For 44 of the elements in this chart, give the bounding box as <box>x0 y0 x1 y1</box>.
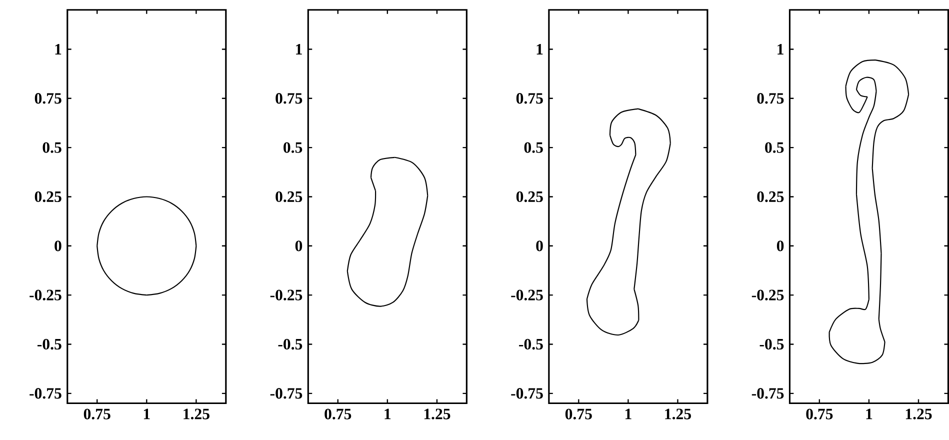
y-tick-label: 0.5 <box>524 142 543 153</box>
y-tick-label: 0.75 <box>34 93 62 104</box>
x-tick-label: 1 <box>144 408 150 420</box>
y-tick-label: -0.75 <box>30 388 62 399</box>
y-tick-label: -0.75 <box>511 388 543 399</box>
y-tick-label: 0.25 <box>276 191 302 202</box>
x-tick-label: 0.75 <box>84 408 110 420</box>
x-tick-label: 1.25 <box>184 408 210 420</box>
y-tick-label: -0.5 <box>519 338 543 350</box>
x-tick-label: 1 <box>866 408 872 420</box>
y-tick-label: 0.75 <box>516 93 543 104</box>
x-tick-label: 1.25 <box>906 408 932 420</box>
y-tick-label: -0.25 <box>752 290 784 300</box>
x-tick-label: 0.75 <box>324 408 352 420</box>
x-tick-label: 1 <box>384 408 391 420</box>
y-tick-label: 1 <box>296 44 302 54</box>
y-tick-label: -0.25 <box>270 290 302 300</box>
y-tick-label: 0.25 <box>757 191 784 202</box>
y-tick-label: 0.75 <box>757 93 784 104</box>
y-tick-label: -0.75 <box>752 388 784 399</box>
y-tick-label: -0.25 <box>30 290 62 300</box>
y-tick-label: 0 <box>776 240 784 252</box>
y-tick-label: 0.5 <box>42 142 62 153</box>
x-tick-label: 1 <box>626 408 632 420</box>
x-tick-label: 1.25 <box>665 408 691 420</box>
y-tick-label: -0.5 <box>278 338 302 350</box>
y-tick-label: 0 <box>54 240 62 252</box>
y-tick-label: -0.25 <box>511 290 543 300</box>
x-tick-label: 0.75 <box>565 408 592 420</box>
x-tick-label: 0.75 <box>806 408 833 420</box>
y-tick-label: -0.5 <box>760 338 784 350</box>
y-tick-label: 0 <box>536 240 543 252</box>
y-tick-label: -0.5 <box>37 338 62 350</box>
y-tick-label: 1 <box>778 44 784 54</box>
y-tick-label: 1 <box>55 44 62 54</box>
y-tick-label: 0.75 <box>276 93 302 104</box>
y-tick-label: 0.5 <box>765 142 784 153</box>
y-tick-label: 1 <box>536 44 543 54</box>
y-tick-label: 0.5 <box>284 142 302 153</box>
y-tick-label: 0 <box>295 240 302 252</box>
y-tick-label: 0.25 <box>34 191 62 202</box>
y-tick-label: 0.25 <box>516 191 543 202</box>
y-tick-label: -0.75 <box>270 388 302 399</box>
x-tick-label: 1.25 <box>424 408 450 420</box>
